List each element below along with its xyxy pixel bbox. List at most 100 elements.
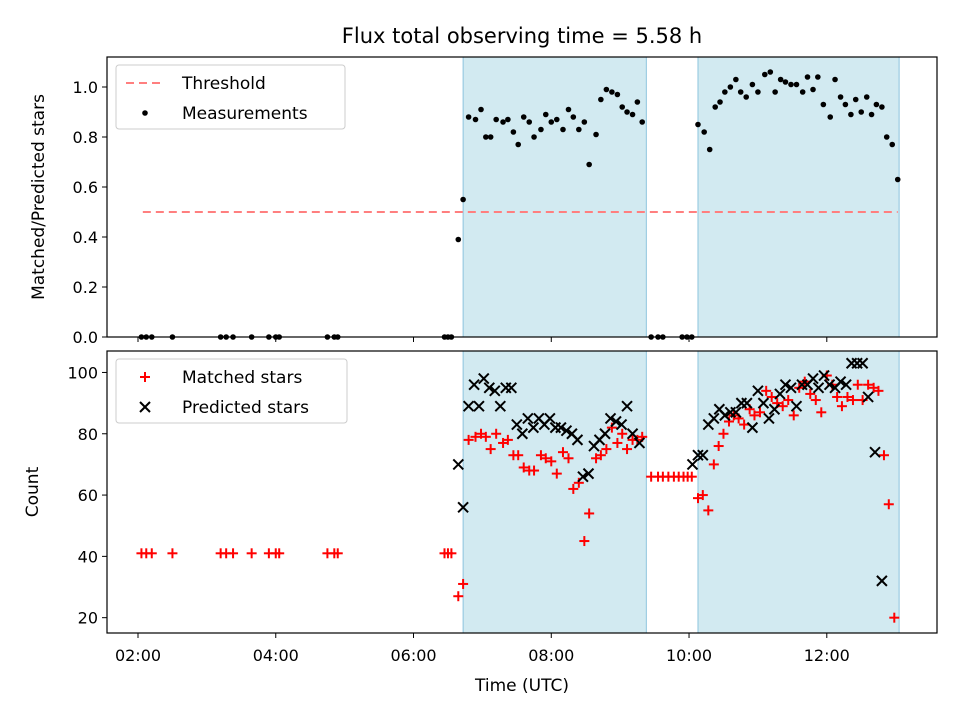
x-b xyxy=(139,401,151,413)
x-b xyxy=(599,428,611,440)
x-b xyxy=(633,437,646,449)
predicted-star-point-29 xyxy=(610,415,622,428)
predicted-star-point-13 xyxy=(522,412,534,425)
bottom-observing-windows xyxy=(462,350,900,634)
matched-star-point-65 xyxy=(713,441,724,452)
matched-star-point-22 xyxy=(480,431,491,442)
y-tick-label: 60 xyxy=(78,486,98,505)
predicted-star-point-20 xyxy=(560,424,573,437)
y-tick-label: 80 xyxy=(78,425,98,444)
measurement-point-79 xyxy=(810,86,816,93)
legend-label: Measurements xyxy=(182,104,308,124)
x-b xyxy=(818,369,830,382)
matched-star-point-79 xyxy=(788,410,799,421)
y-tick-label: 20 xyxy=(78,609,98,628)
measurement-point-18 xyxy=(460,196,466,203)
measurement-point-63 xyxy=(722,89,728,95)
measurement-point-29 xyxy=(520,114,527,120)
top-axes: 0.0 0.2 0.4 0.6 0.8 1.0 Matched/Predicted star… xyxy=(29,56,938,347)
x-b xyxy=(686,458,699,471)
matched-star-point-95 xyxy=(873,385,884,396)
x-tick-label: 06:00 xyxy=(390,646,436,665)
measurement-point-84 xyxy=(837,94,844,100)
x-b xyxy=(533,412,545,425)
predicted-star-point-36 xyxy=(697,449,709,461)
predicted-star-point-56 xyxy=(807,372,819,385)
measurement-point-86 xyxy=(848,111,854,118)
matched-star-point-47 xyxy=(617,428,628,439)
x-b xyxy=(544,412,556,425)
measurement-point-27 xyxy=(510,129,517,135)
matched-star-point-78 xyxy=(783,395,794,406)
observing-window-1 xyxy=(697,56,900,338)
matched-star-point-98 xyxy=(889,612,900,623)
y-tick-label: 40 xyxy=(78,547,98,566)
y-tick-label: 0.2 xyxy=(73,278,98,297)
x-b xyxy=(483,382,495,394)
measurement-point-72 xyxy=(772,89,778,95)
x-b xyxy=(560,424,573,437)
predicted-star-point-0 xyxy=(452,458,464,471)
matched-star-point-96 xyxy=(878,450,889,461)
chart-title: Flux total observing time = 5.58 h xyxy=(342,24,702,48)
matched-star-point-97 xyxy=(883,499,894,510)
measurement-point-21 xyxy=(478,106,484,113)
predicted-star-point-11 xyxy=(511,418,523,431)
measurement-point-83 xyxy=(832,76,838,83)
measurement-point-93 xyxy=(883,134,890,140)
x-b xyxy=(577,470,589,483)
predicted-star-point-6 xyxy=(483,382,495,394)
measurement-point-91 xyxy=(873,101,880,108)
matched-star-point-35 xyxy=(551,468,562,479)
predicted-star-point-33 xyxy=(633,437,646,449)
observing-window-0 xyxy=(462,56,647,338)
measurement-point-25 xyxy=(500,119,506,125)
predicted-star-point-53 xyxy=(790,400,803,412)
measurement-point-61 xyxy=(712,104,719,110)
predicted-star-point-66 xyxy=(862,391,874,403)
predicted-star-point-32 xyxy=(626,428,639,440)
measurement-point-81 xyxy=(820,101,827,108)
predicted-star-point-28 xyxy=(604,412,617,425)
legend-label: Predicted stars xyxy=(182,398,309,418)
matched-star-point-38 xyxy=(568,483,579,494)
x-tick-label: 12:00 xyxy=(804,646,850,665)
matched-star-point-43 xyxy=(595,450,606,461)
measurement-point-65 xyxy=(733,76,739,83)
x-b xyxy=(478,372,490,385)
matched-star-point-29 xyxy=(518,462,529,473)
predicted-star-point-45 xyxy=(746,421,759,434)
matched-star-point-37 xyxy=(563,453,574,464)
measurement-point-37 xyxy=(565,106,572,113)
measurement-point-49 xyxy=(629,111,636,118)
y-axis-label: Count xyxy=(23,466,43,517)
x-b xyxy=(757,397,770,409)
x-b xyxy=(790,400,803,412)
x-b xyxy=(834,375,847,388)
legend-label: Threshold xyxy=(181,74,266,94)
y-tick-label: 1.0 xyxy=(73,78,98,97)
matched-star-point-63 xyxy=(703,505,714,516)
x-b xyxy=(876,575,888,587)
observing-window-1 xyxy=(697,350,900,634)
matched-star-point-23 xyxy=(485,444,496,455)
measurement-point-44 xyxy=(603,86,610,93)
y-tick-label: 0.8 xyxy=(73,128,98,147)
measurement-point-60 xyxy=(706,146,713,153)
y-tick-label: 0.0 xyxy=(73,328,98,347)
x-b xyxy=(571,434,584,446)
matched-star-point-77 xyxy=(777,401,788,412)
x-b xyxy=(522,412,534,425)
matched-star-point-36 xyxy=(557,447,568,458)
matched-star-point-64 xyxy=(708,459,719,470)
top-legend: Threshold Measurements xyxy=(115,64,346,130)
predicted-star-point-46 xyxy=(752,385,764,397)
matched-star-point-48 xyxy=(622,444,633,455)
measurement-point-94 xyxy=(889,141,896,148)
matched-star-point-19 xyxy=(463,434,474,445)
predicted-star-point-31 xyxy=(621,400,633,412)
measurement-point-80 xyxy=(815,74,821,80)
x-b xyxy=(621,400,633,412)
matched-star-point-18 xyxy=(458,578,469,589)
